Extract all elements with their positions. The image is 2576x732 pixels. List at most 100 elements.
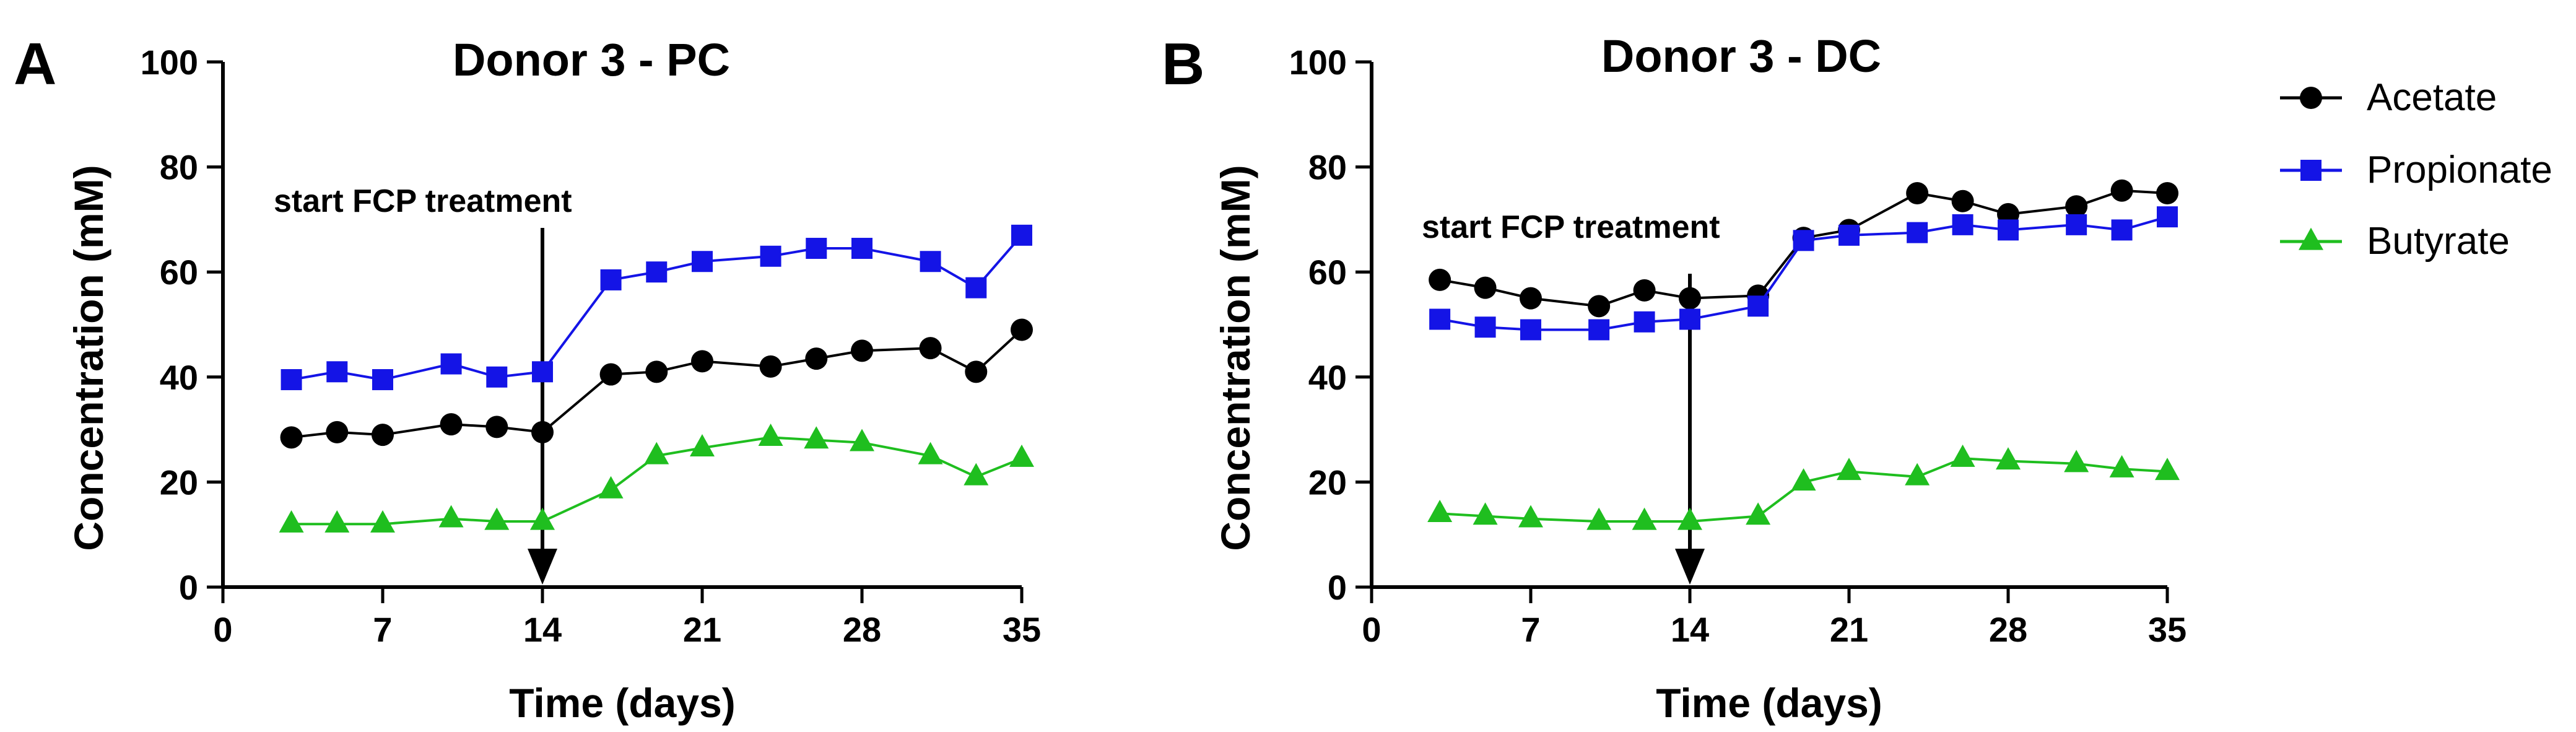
panel-a-y-tick-label-20: 20: [160, 463, 198, 502]
panel-b-point-butyrate-35: [2155, 458, 2180, 481]
panel-a-y-tick-label-60: 60: [160, 253, 198, 292]
panel-a-x-tick-label-28: 28: [843, 610, 881, 649]
panel-a-arrow: [528, 228, 557, 585]
panel-a-point-butyrate-7: [370, 510, 395, 533]
panel-a-arrow-head: [528, 549, 557, 585]
panel-a-point-propionate-12: [486, 366, 508, 388]
panel-a-y-tick-label-40: 40: [160, 358, 198, 397]
panel-b-axes: [1370, 62, 2167, 589]
panel-b-point-propionate-17: [1747, 295, 1769, 317]
legend-marker-acetate: [2300, 87, 2322, 109]
panel-b-x-axis-label: Time (days): [1656, 680, 1882, 726]
panel-letter-b: B: [1162, 31, 1204, 97]
panel-b-y-tick-label-100: 100: [1289, 43, 1347, 82]
panel-b-point-butyrate-3: [1427, 499, 1453, 522]
panel-b-x-tick-label-14: 14: [1671, 610, 1709, 649]
panel-a-series-acetate: [280, 318, 1033, 449]
panel-b-point-acetate-5: [1474, 276, 1497, 299]
panel-b-point-butyrate-14: [1677, 507, 1702, 530]
panel-b-point-propionate-35: [2157, 206, 2178, 228]
panel-a-x-tick-label-7: 7: [373, 610, 392, 649]
panel-b-point-butyrate-10: [1586, 507, 1612, 530]
panel-b-point-propionate-19: [1793, 230, 1814, 251]
panel-b-point-butyrate-19: [1791, 468, 1816, 491]
panel-a-y-tick-label-100: 100: [141, 43, 198, 82]
legend-marker-butyrate: [2299, 227, 2323, 250]
panel-a-point-butyrate-19: [644, 442, 669, 464]
panel-a-point-propionate-21: [692, 251, 713, 272]
panel-a-point-acetate-3: [280, 426, 303, 449]
panel-b-point-propionate-10: [1588, 319, 1610, 341]
panel-b-series-propionate: [1429, 206, 2178, 341]
panel-a-x-tick-label-21: 21: [683, 610, 721, 649]
panel-a-x-tick-label-0: 0: [213, 610, 232, 649]
panel-a-point-butyrate-3: [279, 510, 304, 533]
panel-b-point-acetate-14: [1679, 287, 1701, 310]
panel-b-annotation: start FCP treatment: [1422, 209, 1720, 245]
legend-label-propionate: Propionate: [2367, 149, 2552, 191]
panel-a-point-propionate-7: [372, 369, 393, 391]
panel-b-x-tick-label-35: 35: [2148, 610, 2187, 649]
panel-b-point-acetate-35: [2156, 182, 2178, 204]
panel-a-point-butyrate-28: [850, 429, 874, 451]
panel-b-point-propionate-31: [2066, 214, 2087, 235]
panel-b-y-axis-label: Concentration (mM): [1212, 165, 1258, 551]
panel-b-ticks: 0 20 40 60 80 100 0 7 14 21 28 35: [1289, 43, 2187, 649]
legend-label-butyrate: Butyrate: [2367, 220, 2510, 263]
panel-b-x-tick-label-21: 21: [1830, 610, 1868, 649]
panel-b-y-tick-label-40: 40: [1308, 358, 1347, 397]
panel-b-point-acetate-33: [2110, 179, 2133, 202]
panel-a-point-acetate-33: [965, 360, 988, 383]
panel-a: A Donor 3 - PC Concentration (mM) Time (…: [14, 31, 1041, 726]
panel-b-point-propionate-26: [1952, 214, 1973, 235]
panel-b-point-butyrate-12: [1632, 507, 1657, 530]
panel-a-point-butyrate-10: [438, 505, 464, 528]
panel-a-point-acetate-10: [440, 413, 463, 436]
panel-b-series: [1427, 179, 2180, 530]
panel-a-point-acetate-7: [372, 424, 394, 447]
panel-a-point-propionate-17: [600, 269, 622, 290]
panel-a-x-axis-label: Time (days): [509, 680, 736, 726]
panel-b-x-tick-label-0: 0: [1362, 610, 1381, 649]
panel-a-point-propionate-26: [806, 238, 827, 259]
panel-a-title: Donor 3 - PC: [453, 34, 730, 85]
panel-b-point-propionate-7: [1520, 319, 1541, 341]
panel-b-point-butyrate-24: [1905, 463, 1930, 486]
panel-b-point-butyrate-7: [1518, 505, 1543, 528]
panel-b-point-acetate-3: [1429, 268, 1451, 291]
panel-b-point-acetate-26: [1951, 190, 1974, 212]
panel-a-point-propionate-5: [326, 361, 348, 383]
panel-a-point-propionate-10: [440, 353, 462, 375]
panel-b-point-propionate-21: [1838, 224, 1860, 246]
panel-b-point-propionate-33: [2111, 219, 2133, 241]
panel-b-y-tick-label-80: 80: [1308, 148, 1347, 187]
panel-a-point-butyrate-17: [598, 476, 624, 499]
panel-a-point-acetate-19: [645, 360, 668, 383]
panel-a-point-propionate-3: [281, 369, 302, 391]
legend-item-acetate: Acetate: [2280, 76, 2497, 119]
panel-b-x-tick-label-28: 28: [1989, 610, 2027, 649]
legend-item-propionate: Propionate: [2280, 149, 2552, 191]
panel-b-point-butyrate-33: [2109, 455, 2134, 477]
panel-a-point-butyrate-24: [758, 424, 783, 446]
panel-b-point-acetate-24: [1906, 182, 1929, 204]
panel-a-point-acetate-21: [691, 350, 713, 373]
panel-a-point-acetate-24: [759, 355, 782, 378]
panel-a-point-propionate-24: [760, 245, 781, 267]
panel-a-point-acetate-31: [919, 337, 942, 360]
panel-a-y-tick-label-80: 80: [160, 148, 198, 187]
panel-a-point-propionate-33: [965, 277, 987, 298]
legend-label-acetate: Acetate: [2367, 76, 2497, 119]
panel-a-annotation: start FCP treatment: [274, 183, 572, 219]
legend-marker-propionate: [2300, 160, 2321, 181]
panel-b-point-butyrate-5: [1473, 502, 1498, 525]
panel-a-point-butyrate-33: [964, 463, 989, 486]
panel-a-point-propionate-35: [1011, 224, 1032, 246]
panel-b-point-acetate-12: [1633, 279, 1656, 302]
panel-a-series-butyrate: [279, 424, 1034, 533]
panel-b-point-propionate-28: [1998, 219, 2019, 241]
panel-b-point-propionate-14: [1679, 308, 1700, 330]
panel-a-point-acetate-26: [805, 347, 828, 370]
panel-a-point-butyrate-14: [530, 507, 555, 530]
